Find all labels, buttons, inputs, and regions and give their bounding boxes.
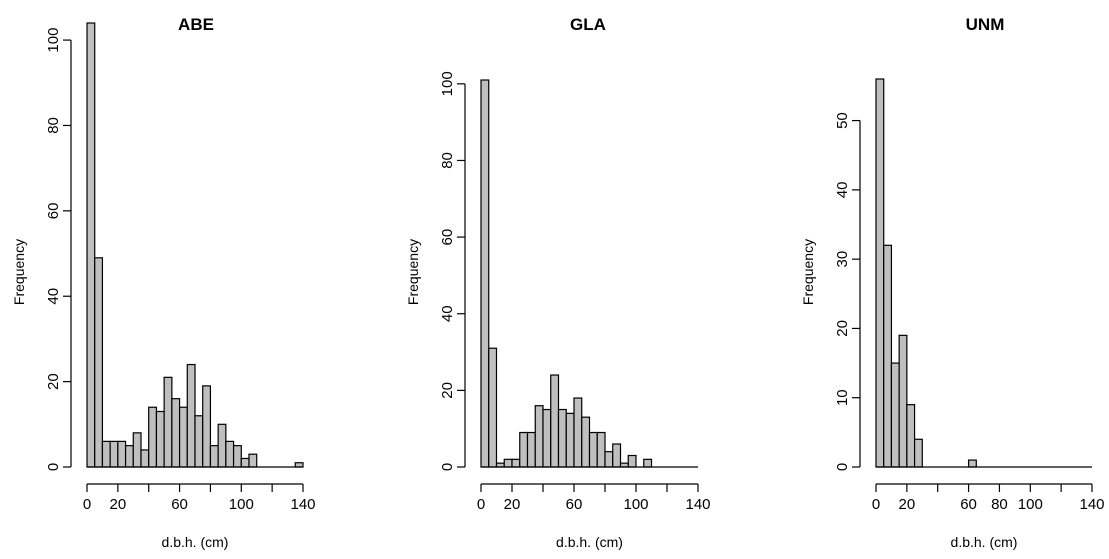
histogram-bar — [526, 431, 536, 468]
histogram-bar — [155, 410, 165, 468]
histogram-bar — [967, 459, 977, 468]
histogram-bar — [124, 445, 134, 468]
y-tick-label: 0 — [439, 463, 456, 471]
histogram-bar — [202, 385, 212, 468]
y-tick-label: 40 — [45, 288, 62, 305]
y-tick-label: 60 — [45, 203, 62, 220]
x-tick-label: 140 — [685, 496, 710, 513]
histogram-bar — [217, 423, 227, 468]
y-tick-label: 20 — [834, 320, 851, 337]
histogram-bar — [511, 458, 521, 468]
y-tick-label: 40 — [834, 182, 851, 199]
histogram-bar — [557, 408, 567, 468]
x-tick-label: 60 — [171, 496, 188, 513]
y-tick-label: 80 — [439, 152, 456, 169]
histogram-bar — [627, 454, 637, 468]
histogram-bar — [240, 457, 250, 468]
y-tick-label: 30 — [834, 251, 851, 268]
panel-title: GLA — [570, 15, 606, 34]
histogram-bar — [171, 398, 181, 468]
histogram-bar — [488, 347, 498, 468]
y-tick-label: 40 — [439, 305, 456, 322]
x-tick-label: 100 — [1018, 496, 1043, 513]
histogram-bar — [519, 431, 529, 468]
histogram-bar — [573, 397, 583, 468]
panel-title: UNM — [966, 15, 1005, 34]
histogram-bar — [612, 443, 622, 468]
histogram-bar — [178, 406, 188, 468]
x-tick-label: 0 — [872, 496, 880, 513]
panel-unm: UNM 0 10 20 30 40 50 0 20 60 80 100 140 d.b.h. (cm) Fr… — [800, 15, 1105, 550]
y-tick-label: 20 — [45, 373, 62, 390]
panel-title: ABE — [178, 15, 214, 34]
histogram-bar — [913, 438, 923, 468]
histogram-bar — [542, 408, 552, 468]
x-tick-label: 0 — [83, 496, 91, 513]
y-tick-label: 50 — [834, 112, 851, 129]
y-tick-label: 100 — [45, 28, 62, 53]
histogram-bar — [232, 445, 242, 468]
histogram-bar — [883, 244, 893, 468]
histogram-bar — [906, 404, 916, 468]
histogram-bar — [294, 462, 304, 468]
panel-gla: GLA 0 20 40 60 80 100 0 20 60 100 140 d.b.h. (cm) Fre… — [405, 15, 711, 550]
y-tick-label: 0 — [834, 463, 851, 471]
x-axis-label: d.b.h. (cm) — [556, 534, 623, 550]
histogram-bar — [875, 78, 885, 468]
x-axis-label: d.b.h. (cm) — [951, 534, 1018, 550]
y-tick-label: 80 — [45, 117, 62, 134]
histogram-bar — [117, 440, 127, 468]
x-tick-label: 20 — [110, 496, 127, 513]
histogram-bar — [225, 440, 235, 468]
histogram-bar — [898, 334, 908, 468]
y-tick-label: 100 — [439, 71, 456, 96]
y-tick-label: 60 — [439, 229, 456, 246]
histogram-bar — [550, 374, 560, 468]
histogram-bar — [588, 431, 598, 468]
histogram-bar — [194, 415, 204, 468]
x-tick-label: 140 — [290, 496, 315, 513]
histogram-bar — [86, 22, 96, 468]
y-tick-label: 10 — [834, 389, 851, 406]
x-tick-label: 100 — [623, 496, 648, 513]
histogram-bar — [163, 376, 173, 468]
x-tick-label: 60 — [566, 496, 583, 513]
histogram-bar — [101, 440, 111, 468]
x-axis-label: d.b.h. (cm) — [162, 534, 229, 550]
histogram-bar — [565, 412, 575, 468]
histogram-bar — [248, 453, 258, 468]
y-axis-label: Frequency — [405, 239, 421, 305]
histogram-bar — [503, 458, 513, 468]
histogram-bar — [596, 431, 606, 468]
histogram-bar — [94, 257, 104, 468]
histogram-bar — [480, 79, 490, 468]
y-axis-label: Frequency — [11, 239, 27, 305]
y-tick-label: 20 — [439, 382, 456, 399]
y-tick-label: 0 — [45, 463, 62, 471]
histogram-bar — [643, 458, 653, 468]
x-tick-label: 100 — [229, 496, 254, 513]
x-tick-label: 20 — [899, 496, 916, 513]
histogram-bar — [132, 432, 142, 468]
x-tick-label: 140 — [1079, 496, 1104, 513]
x-tick-label: 80 — [991, 496, 1008, 513]
panel-abe: ABE 0 20 40 60 80 100 0 20 60 100 140 d.b.h. (cm) Fre… — [11, 15, 316, 550]
histogram-bar — [148, 406, 158, 468]
y-axis-label: Frequency — [800, 239, 816, 305]
histogram-bar — [534, 405, 544, 468]
histogram-bar — [109, 440, 119, 468]
histogram-bar — [209, 445, 219, 468]
histogram-bar — [140, 449, 150, 468]
histogram-bar — [186, 363, 196, 468]
histogram-bar — [581, 416, 591, 468]
x-tick-label: 0 — [477, 496, 485, 513]
histogram-bar — [890, 362, 900, 468]
x-tick-label: 20 — [504, 496, 521, 513]
histogram-bar — [604, 451, 614, 468]
x-tick-label: 60 — [960, 496, 977, 513]
